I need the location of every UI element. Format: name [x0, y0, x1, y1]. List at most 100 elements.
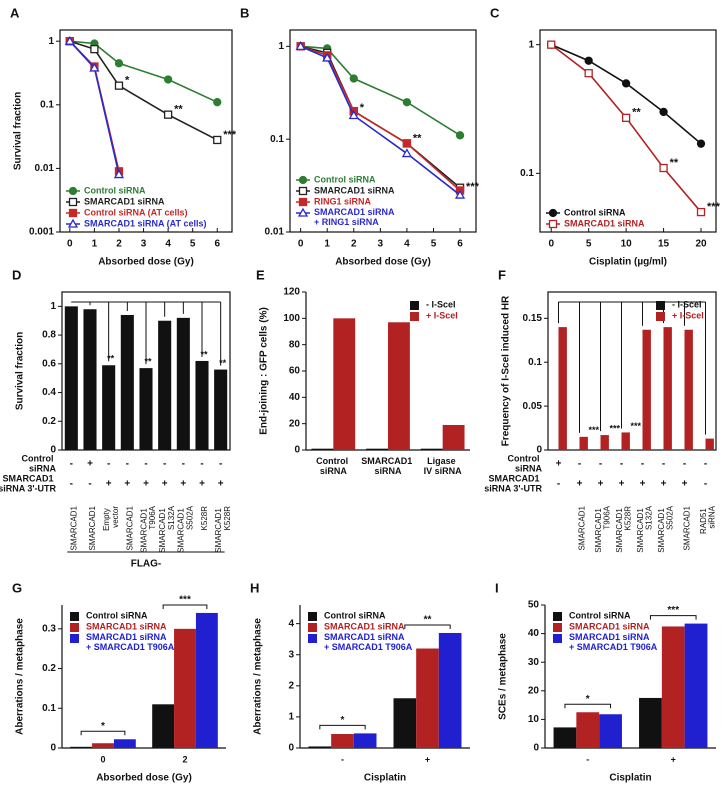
significance: **: [413, 132, 422, 144]
y-tick-label: 0: [536, 445, 542, 456]
point: [163, 75, 173, 84]
row-value: -: [88, 479, 91, 490]
y-tick-label: 0: [533, 743, 539, 754]
x-tick-label: 6: [214, 239, 220, 250]
point: [90, 44, 99, 54]
x-tick-label: SMARCAD1 T906A: [594, 505, 612, 552]
x-tick-label: 0: [67, 239, 73, 250]
bar: [579, 436, 588, 450]
legend-swatch: [70, 634, 79, 643]
row-value: +: [143, 479, 149, 490]
series-line: [69, 40, 120, 172]
row-label: SMARCAD1 siRNA 3'-UTR: [484, 474, 542, 494]
legend-label: Control siRNA: [84, 185, 146, 195]
x-tick-label: 2: [116, 239, 122, 250]
significance: ***: [466, 181, 480, 193]
point: [659, 163, 668, 173]
bar: [92, 743, 114, 748]
y-tick-label: 1: [528, 39, 534, 50]
legend-label: SMARCAD1 siRNA + SMARCAD1 T906A: [569, 632, 658, 652]
x-tick-label: Ligase IV siRNA: [424, 456, 463, 476]
x-tick-label: RAD51 siRNA: [699, 505, 717, 534]
bracket: [162, 604, 208, 609]
point: [547, 40, 556, 49]
legend-swatch: [308, 634, 317, 643]
row-value: +: [106, 479, 112, 490]
x-tick-label: 3: [141, 239, 147, 250]
point: [696, 139, 706, 148]
point: [584, 69, 593, 78]
legend-swatch: [553, 612, 562, 621]
point: [298, 186, 308, 196]
y-tick-label: 0.1: [42, 703, 56, 714]
row-value: -: [641, 459, 644, 470]
x-tick-label: SMARCAD1 K528R: [615, 506, 633, 553]
y-tick-label: 2: [288, 680, 294, 691]
x-axis-label: Absorbed dose (Gy): [96, 773, 192, 784]
row-value: -: [182, 459, 185, 470]
row-value: +: [199, 479, 205, 490]
bar: [684, 329, 693, 450]
y-tick-label: 0.01: [265, 227, 285, 238]
legend-label: RING1 siRNA: [314, 196, 372, 206]
point: [696, 207, 706, 217]
x-tick-label: SMARCAD1 S132A: [636, 505, 654, 552]
bar: [152, 704, 175, 748]
x-tick-label: SMARCAD1 K528R: [214, 506, 232, 553]
y-axis-label: Aberrations / metaphase: [253, 618, 264, 735]
legend-label: SMARCAD1 siRNA (AT cells): [84, 218, 207, 228]
panel-letter: B: [240, 5, 249, 20]
row-label: Control siRNA: [22, 454, 57, 474]
point: [64, 35, 75, 45]
y-tick-label: 20: [289, 418, 301, 429]
significance: *: [360, 102, 365, 114]
significance: **: [107, 354, 115, 364]
significance: ***: [179, 595, 191, 606]
y-axis-label: Survival fraction: [13, 92, 24, 170]
point: [401, 148, 413, 158]
x-axis-label: Cisplatin: [364, 773, 406, 784]
legend-label: Control siRNA (AT cells): [84, 207, 188, 217]
point: [213, 135, 222, 145]
row-label: Control siRNA: [508, 454, 543, 474]
point: [659, 107, 668, 117]
row-value: -: [557, 479, 560, 490]
row-value: -: [578, 459, 581, 470]
y-tick-label: 3: [288, 649, 294, 660]
y-tick-label: 20: [528, 685, 540, 696]
bracket: [404, 624, 451, 629]
x-axis-label: Cisplatin (µg/ml): [589, 257, 667, 268]
significance: ***: [609, 423, 620, 433]
significance: ***: [588, 425, 599, 435]
x-tick-label: SMARCAD1 T906A: [140, 505, 158, 552]
x-tick-label: 0: [298, 239, 304, 250]
y-tick-label: 0: [50, 743, 56, 754]
y-tick-label: 100: [283, 313, 300, 324]
y-tick-label: 10: [528, 714, 540, 725]
bar: [599, 714, 622, 748]
y-tick-label: 1: [50, 301, 56, 312]
legend-label: SMARCAD1 siRNA: [564, 218, 645, 228]
point: [455, 131, 465, 140]
x-tick-label: SMARCAD1: [69, 505, 78, 550]
row-value: +: [661, 479, 667, 490]
x-tick-label: -: [586, 754, 589, 764]
row-value: -: [599, 459, 602, 470]
row-value: -: [200, 459, 203, 470]
x-tick-label: 2: [182, 754, 187, 764]
y-tick-label: 0.1: [520, 168, 534, 179]
point: [584, 56, 593, 65]
y-tick-label: 0: [294, 445, 300, 456]
point: [163, 110, 173, 119]
y-tick-label: 0.15: [523, 313, 543, 324]
y-tick-label: 0.1: [528, 357, 542, 368]
row-value: +: [598, 479, 604, 490]
significance: ***: [223, 129, 237, 141]
x-tick-label: SMARCAD1: [125, 505, 134, 550]
significance: **: [200, 349, 208, 359]
series-line: [300, 45, 461, 192]
point: [348, 110, 359, 120]
row-value: +: [640, 479, 646, 490]
significance: **: [632, 107, 641, 119]
legend-label: - I-SceI: [426, 299, 456, 309]
